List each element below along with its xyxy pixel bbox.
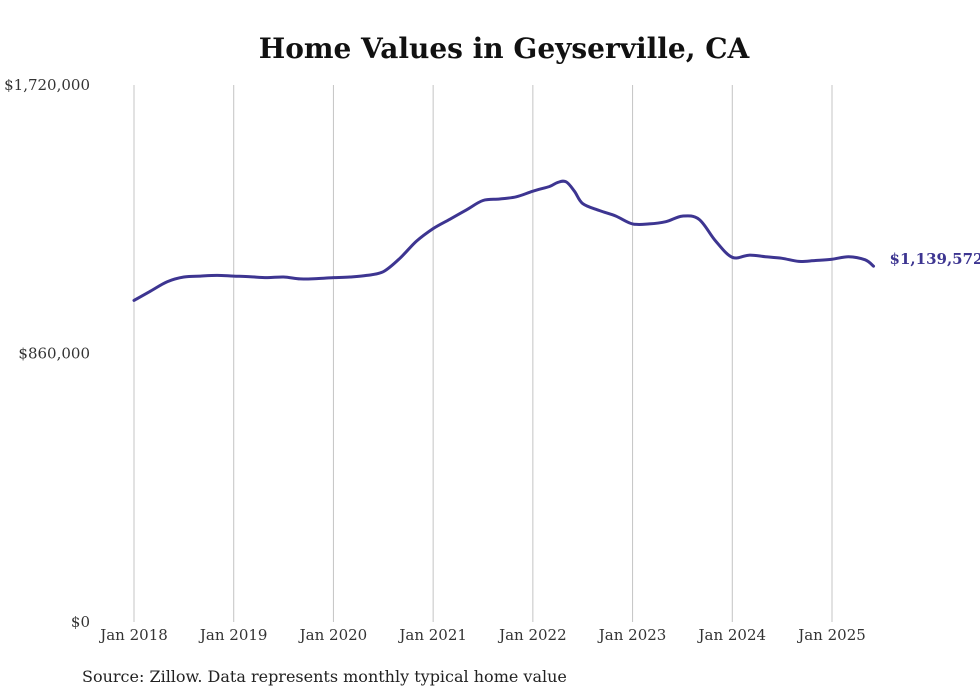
x-tick-label: Jan 2019 <box>198 626 268 644</box>
y-axis-labels: $0 $860,000 $1,720,000 <box>4 76 90 631</box>
x-tick-label: Jan 2024 <box>697 626 767 644</box>
x-tick-label: Jan 2023 <box>597 626 667 644</box>
source-note: Source: Zillow. Data represents monthly … <box>82 667 567 686</box>
grid-lines <box>133 85 833 622</box>
y-tick-label: $860,000 <box>18 345 90 363</box>
y-tick-label: $0 <box>71 613 90 631</box>
x-axis-labels: Jan 2018 Jan 2019 Jan 2020 Jan 2021 Jan 2022… <box>98 626 866 644</box>
x-tick-label: Jan 2021 <box>397 626 467 644</box>
chart-title: Home Values in Geyserville, CA <box>259 32 751 65</box>
y-tick-label: $1,720,000 <box>4 76 90 94</box>
x-tick-label: Jan 2020 <box>298 626 368 644</box>
x-tick-label: Jan 2025 <box>796 626 866 644</box>
x-tick-label: Jan 2018 <box>98 626 168 644</box>
series-group <box>132 179 875 302</box>
end-value-label: $1,139,572 <box>890 250 980 268</box>
end-label-group: $1,139,572 <box>890 250 980 268</box>
x-tick-label: Jan 2022 <box>497 626 567 644</box>
series-line <box>132 179 875 302</box>
